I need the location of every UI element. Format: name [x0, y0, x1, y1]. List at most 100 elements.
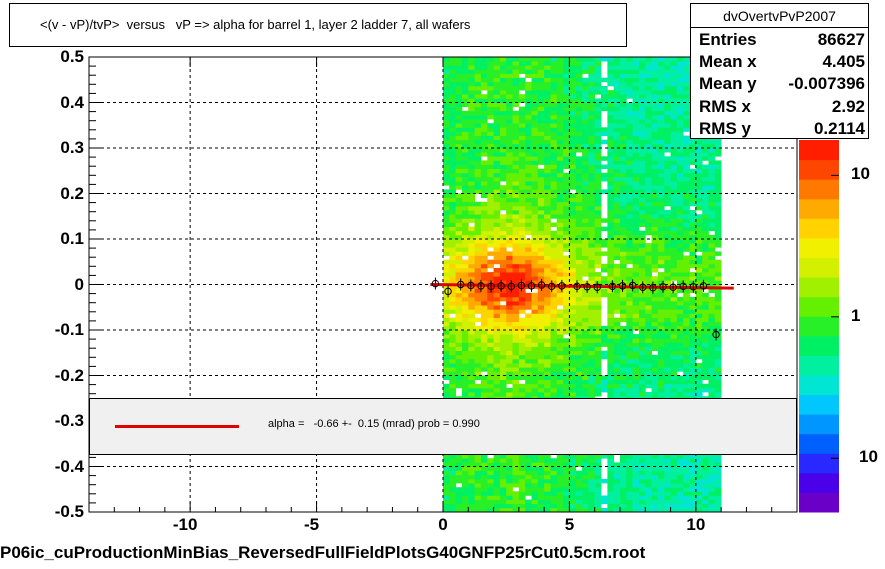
- heatmap-cell: [575, 330, 583, 335]
- heatmap-cell: [670, 392, 678, 397]
- heatmap-cell: [582, 185, 589, 190]
- heatmap-cell: [714, 185, 722, 190]
- heatmap-cell: [506, 317, 513, 323]
- heatmap-cell: [601, 139, 608, 145]
- heatmap-cell: [639, 193, 646, 198]
- heatmap-cell: [487, 135, 494, 141]
- heatmap-cell: [506, 288, 513, 294]
- heatmap-cell: [550, 371, 558, 376]
- heatmap-cell: [518, 334, 526, 339]
- heatmap-cell: [607, 110, 615, 116]
- heatmap-cell: [550, 321, 558, 327]
- heatmap-cell: [531, 119, 539, 124]
- heatmap-cell: [632, 301, 640, 306]
- heatmap-cell: [506, 205, 513, 211]
- heatmap-cell: [449, 168, 456, 174]
- heatmap-cell: [676, 288, 684, 294]
- heatmap-cell: [499, 276, 507, 281]
- heatmap-cell: [493, 210, 501, 215]
- heatmap-cell: [506, 334, 513, 339]
- heatmap-cell: [480, 81, 488, 87]
- heatmap-cell: [594, 119, 602, 124]
- heatmap-cell: [518, 491, 526, 496]
- heatmap-cell: [556, 292, 564, 298]
- heatmap-cell: [689, 139, 697, 145]
- heatmap-cell: [569, 296, 577, 302]
- heatmap-cell: [676, 168, 684, 174]
- heatmap-cell: [531, 330, 539, 335]
- heatmap-cell: [506, 185, 513, 190]
- heatmap-cell: [480, 350, 488, 356]
- heatmap-cell: [512, 139, 520, 145]
- heatmap-cell: [531, 483, 539, 488]
- heatmap-cell: [512, 330, 520, 335]
- heatmap-cell: [512, 292, 520, 298]
- heatmap-cell: [575, 325, 583, 331]
- heatmap-cell: [594, 226, 602, 232]
- heatmap-cell: [613, 371, 621, 376]
- heatmap-cell: [474, 98, 482, 103]
- heatmap-cell: [525, 338, 532, 343]
- profile-point: [593, 281, 601, 294]
- heatmap-cell: [683, 483, 690, 488]
- heatmap-cell: [582, 123, 589, 128]
- heatmap-cell: [582, 251, 589, 256]
- heatmap-cell: [563, 234, 570, 240]
- heatmap-cell: [588, 330, 596, 335]
- stat-label: Entries: [699, 30, 757, 49]
- heatmap-cell: [670, 243, 678, 248]
- heatmap-cell: [620, 325, 627, 331]
- heatmap-cell: [588, 69, 596, 74]
- heatmap-cell: [487, 354, 494, 360]
- heatmap-cell: [632, 164, 640, 169]
- heatmap-cell: [639, 330, 646, 335]
- heatmap-cell: [443, 106, 450, 112]
- heatmap-cell: [601, 98, 608, 103]
- heatmap-cell: [588, 359, 596, 364]
- stats-box: dvOvertvPvP2007 Entries 86627 Mean x 4.4…: [690, 3, 869, 139]
- heatmap-cell: [550, 383, 558, 389]
- heatmap-cell: [537, 272, 545, 277]
- heatmap-cell: [468, 466, 475, 471]
- heatmap-cell: [664, 346, 671, 351]
- heatmap-cell: [670, 73, 678, 78]
- heatmap-cell: [683, 495, 690, 500]
- profile-point: [558, 279, 566, 292]
- heatmap-cell: [443, 69, 450, 74]
- heatmap-cell: [588, 197, 596, 203]
- heatmap-cell: [468, 57, 475, 62]
- color-scale-step: [799, 159, 839, 180]
- heatmap-cell: [512, 375, 520, 380]
- heatmap-cell: [537, 309, 545, 314]
- heatmap-cell: [582, 168, 589, 174]
- heatmap-cell: [531, 350, 539, 356]
- heatmap-cell: [525, 367, 532, 372]
- heatmap-cell: [594, 210, 602, 215]
- heatmap-cell: [664, 189, 671, 194]
- heatmap-cell: [575, 478, 583, 484]
- heatmap-cell: [613, 305, 621, 310]
- heatmap-cell: [474, 288, 482, 294]
- heatmap-cell: [480, 181, 488, 186]
- heatmap-cell: [607, 255, 615, 260]
- heatmap-cell: [639, 478, 646, 484]
- heatmap-cell: [506, 305, 513, 310]
- heatmap-cell: [676, 392, 684, 397]
- heatmap-cell: [695, 156, 703, 161]
- heatmap-cell: [575, 276, 583, 281]
- heatmap-cell: [468, 330, 475, 335]
- y-tick-label: -0.1: [54, 320, 84, 339]
- heatmap-cell: [695, 181, 703, 186]
- heatmap-cell: [702, 247, 709, 252]
- heatmap-cell: [626, 301, 633, 306]
- heatmap-cell: [670, 81, 678, 87]
- heatmap-cell: [449, 458, 456, 463]
- heatmap-cell: [518, 330, 526, 335]
- heatmap-cell: [544, 483, 551, 488]
- heatmap-cell: [620, 164, 627, 169]
- heatmap-cell: [474, 135, 482, 141]
- heatmap-cell: [556, 338, 564, 343]
- heatmap-cell: [670, 301, 678, 306]
- heatmap-cell: [639, 61, 646, 66]
- heatmap-cell: [708, 350, 716, 356]
